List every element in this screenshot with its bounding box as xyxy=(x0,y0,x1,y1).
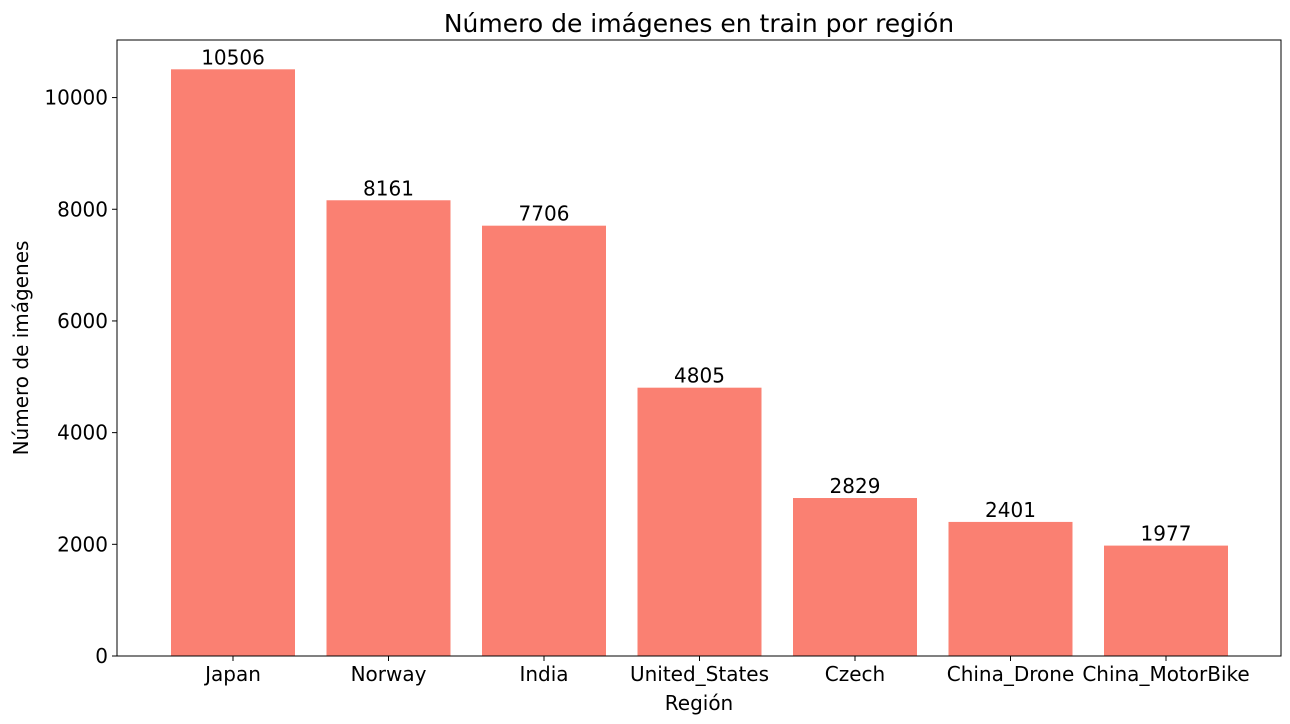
y-axis-label: Número de imágenes xyxy=(9,241,33,456)
x-tick-label-3: United_States xyxy=(630,662,769,686)
bars xyxy=(171,69,1228,656)
x-tick-label-6: China_MotorBike xyxy=(1082,662,1249,686)
x-axis-label: Región xyxy=(665,691,733,715)
data-label-5: 2401 xyxy=(985,498,1036,522)
bar-4 xyxy=(793,498,917,656)
y-tick-label-5: 10000 xyxy=(44,86,108,110)
chart-title: Número de imágenes en train por región xyxy=(444,9,954,38)
y-tick-label-1: 2000 xyxy=(57,532,108,556)
data-label-6: 1977 xyxy=(1141,522,1192,546)
data-label-0: 10506 xyxy=(201,45,265,69)
bar-3 xyxy=(637,387,762,656)
y-tick-label-0: 0 xyxy=(95,644,108,668)
data-label-1: 8161 xyxy=(363,176,414,200)
bar-0 xyxy=(171,69,295,656)
bar-1 xyxy=(326,200,451,656)
x-tick-label-0: Japan xyxy=(203,662,261,686)
plot-frame xyxy=(116,39,1282,657)
data-labels: 10506 8161 7706 4805 2829 2401 1977 xyxy=(201,45,1191,545)
y-tick-label-2: 4000 xyxy=(57,421,108,445)
x-tick-label-2: India xyxy=(519,662,568,686)
data-label-4: 2829 xyxy=(830,474,881,498)
x-axis-ticks: Japan Norway India United_States Czech China_… xyxy=(203,656,1250,686)
y-tick-label-4: 8000 xyxy=(57,197,108,221)
bar-5 xyxy=(948,521,1073,656)
data-label-3: 4805 xyxy=(674,364,725,388)
y-tick-label-3: 6000 xyxy=(57,309,108,333)
x-tick-label-5: China_Drone xyxy=(947,662,1075,686)
data-label-2: 7706 xyxy=(519,202,570,226)
x-tick-label-4: Czech xyxy=(825,662,885,686)
y-axis-ticks: 0 2000 4000 6000 8000 10000 xyxy=(44,86,117,668)
x-tick-label-1: Norway xyxy=(351,662,427,686)
bar-2 xyxy=(482,225,606,656)
bar-6 xyxy=(1104,545,1228,656)
